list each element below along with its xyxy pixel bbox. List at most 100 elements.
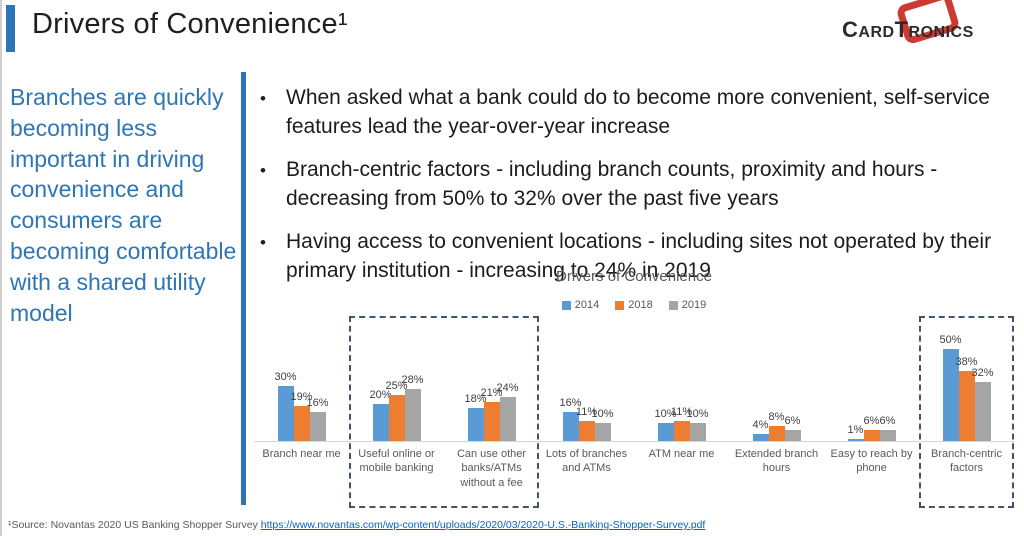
bar-2018: 6% <box>863 415 880 441</box>
bar-value-label: 50% <box>939 334 962 346</box>
bar-2019: 10% <box>591 408 614 441</box>
bar-2019: 32% <box>971 367 994 441</box>
legend-swatch-icon <box>668 300 678 310</box>
drivers-of-convenience-chart: Drivers of Convenience 2014 2018 2019 30% 1… <box>254 268 1014 510</box>
logo-letter: C <box>842 17 859 42</box>
legend-label: 2014 <box>574 299 600 311</box>
legend-item-2018: 2018 <box>615 299 653 311</box>
bullet-text: Branch-centric factors - including branc… <box>286 157 938 210</box>
bar-group: 50% 38% 32% <box>919 326 1014 441</box>
bar-value-label: 20% <box>369 389 392 402</box>
vertical-divider <box>241 72 246 505</box>
legend-swatch-icon <box>615 300 625 310</box>
bar-2014: 16% <box>559 397 582 441</box>
bar-value-label: 10% <box>654 407 677 420</box>
bar-value-label: 11% <box>670 405 693 418</box>
bar-value-label: 11% <box>575 405 598 418</box>
chart-legend: 2014 2018 2019 <box>254 299 1014 311</box>
dashed-highlight-box <box>349 316 539 508</box>
bar-value-label: 6% <box>879 414 896 427</box>
bar-2018: 11% <box>671 406 692 441</box>
bar-2014: 30% <box>274 371 297 441</box>
bar-value-label: 24% <box>496 381 519 394</box>
source-footnote: ¹Source: Novantas 2020 US Banking Shoppe… <box>8 519 705 531</box>
bar-value-label: 6% <box>863 414 880 427</box>
bullet-marker-icon: • <box>260 89 266 108</box>
bar-2018: 11% <box>576 406 597 441</box>
bullet-text: Having access to convenient locations - … <box>286 229 992 282</box>
legend-item-2014: 2014 <box>561 299 600 311</box>
category-label: ATM near me <box>648 448 715 460</box>
logo-letters: ARD <box>858 24 895 41</box>
bar-2014: 20% <box>369 389 392 441</box>
category-label: Branch-centric factors <box>931 448 1002 475</box>
bar-2014: 18% <box>464 393 487 441</box>
legend-label: 2018 <box>628 299 653 311</box>
bar-value-label: 16% <box>559 396 582 409</box>
logo-letters: RONICS <box>908 24 974 41</box>
bar-value-label: 6% <box>784 414 801 427</box>
bar-group: 18% 21% 24% <box>444 326 539 441</box>
bar-value-label: 1% <box>847 424 864 436</box>
category-axis: Branch near me Useful online or mobile ba… <box>254 445 1014 492</box>
bar-2018: 38% <box>955 356 978 441</box>
bar-value-label: 38% <box>955 356 978 369</box>
category-label: Lots of branches and ATMs <box>545 448 628 475</box>
x-axis-line <box>254 441 1014 442</box>
sidebar-statement: Branches are quickly becoming less impor… <box>10 84 237 326</box>
bullet-item: • When asked what a bank could do to bec… <box>260 84 1008 142</box>
bar-value-label: 25% <box>385 380 408 392</box>
category-label: Useful online or mobile banking <box>358 448 435 475</box>
bar-value-label: 30% <box>274 370 297 383</box>
bar-2018: 8% <box>768 411 785 441</box>
dashed-highlight-box <box>919 316 1014 508</box>
bar-value-label: 19% <box>290 391 313 404</box>
chart-plot-area: 30% 19% 16% 20% 25% 28% 18% 21% 24% 16% 11% 10% 10% 1… <box>254 326 1014 441</box>
legend-swatch-icon <box>561 300 571 310</box>
legend-label: 2019 <box>681 299 707 311</box>
logo-letter: T <box>894 17 909 42</box>
source-text: ¹Source: Novantas 2020 US Banking Shoppe… <box>8 519 261 531</box>
bar-2014: 4% <box>752 419 769 441</box>
cardtronics-logo: CARDTRONICS <box>842 0 1012 48</box>
bar-2019: 24% <box>496 382 519 441</box>
bullet-marker-icon: • <box>260 232 266 252</box>
bar-value-label: 32% <box>971 367 994 380</box>
bullet-list: • When asked what a bank could do to bec… <box>260 84 1008 300</box>
bullet-item: • Having access to convenient locations … <box>260 228 1008 286</box>
bar-2014: 50% <box>939 334 962 441</box>
bar-2018: 19% <box>290 391 313 441</box>
bullet-item: • Branch-centric factors - including bra… <box>260 156 1008 214</box>
bullet-text: When asked what a bank could do to becom… <box>286 86 990 138</box>
legend-item-2019: 2019 <box>668 299 707 311</box>
page-title: Drivers of Convenience¹ <box>32 8 348 40</box>
category-label: Easy to reach by phone <box>830 448 913 475</box>
bar-value-label: 21% <box>480 387 503 400</box>
bar-2018: 25% <box>385 380 408 441</box>
source-link[interactable]: https://www.novantas.com/wp-content/uplo… <box>260 519 706 531</box>
bar-2019: 28% <box>401 374 424 441</box>
bar-2018: 21% <box>480 387 503 441</box>
bar-value-label: 4% <box>752 418 769 431</box>
bar-group: 10% 11% 10% <box>634 326 729 441</box>
bar-group: 16% 11% 10% <box>539 326 634 441</box>
bar-value-label: 18% <box>464 392 487 405</box>
bar-2014: 1% <box>847 424 864 441</box>
bar-2014: 10% <box>654 408 677 441</box>
bar-group: 30% 19% 16% <box>254 326 349 441</box>
bar-group: 20% 25% 28% <box>349 326 444 441</box>
bar-value-label: 28% <box>401 374 424 387</box>
chart-title: Drivers of Convenience <box>556 268 712 285</box>
category-label: Extended branch hours <box>734 448 819 475</box>
bar-value-label: 8% <box>768 411 785 424</box>
bar-value-label: 10% <box>686 407 709 420</box>
category-label: Branch near me <box>262 448 341 460</box>
bar-group: 1% 6% 6% <box>824 326 919 441</box>
category-label: Can use other banks/ATMs without a fee <box>456 448 527 489</box>
bullet-marker-icon: • <box>260 160 266 180</box>
bar-2019: 6% <box>879 415 896 441</box>
title-accent-bar <box>6 5 15 52</box>
bar-2019: 10% <box>686 408 709 441</box>
logo-text: CARDTRONICS <box>842 17 974 43</box>
